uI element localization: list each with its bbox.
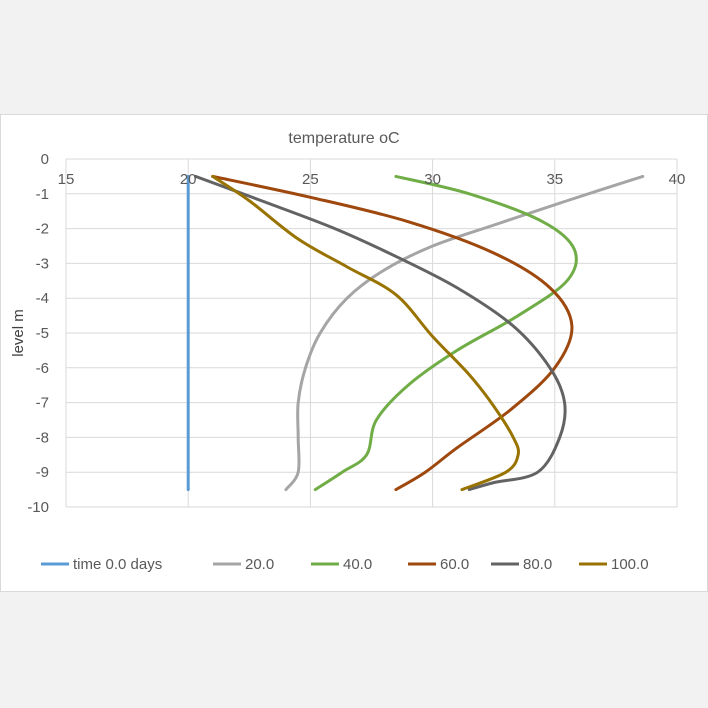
legend-label: 80.0 — [523, 556, 552, 573]
y-tick-label: -2 — [36, 221, 49, 238]
series-line-5 — [211, 174, 520, 492]
legend-label: 40.0 — [343, 556, 372, 573]
x-tick-label: 20 — [180, 171, 197, 188]
chart-frame: temperature oC level m 0 -1 -2 -3 -4 -5 -6 -7 -8… — [0, 114, 708, 592]
legend-label: 60.0 — [440, 556, 469, 573]
series-line-1 — [284, 174, 645, 492]
x-tick-label: 15 — [58, 171, 75, 188]
x-tick-label: 40 — [669, 171, 686, 188]
y-tick-label: 0 — [41, 151, 49, 168]
series-line-3 — [211, 174, 574, 492]
legend: time 0.0 days 20.0 40.0 60.0 80.0 100.0 — [41, 556, 649, 573]
y-tick-label: -1 — [36, 186, 49, 203]
x-axis-ticks: 15 20 25 30 35 40 — [58, 171, 686, 188]
legend-label: 100.0 — [611, 556, 649, 573]
y-tick-label: -5 — [36, 325, 49, 342]
x-tick-label: 35 — [546, 171, 563, 188]
series-line-4 — [194, 174, 567, 492]
x-tick-label: 30 — [424, 171, 441, 188]
legend-label: 20.0 — [245, 556, 274, 573]
y-tick-label: -9 — [36, 464, 49, 481]
y-tick-label: -8 — [36, 429, 49, 446]
y-tick-label: -7 — [36, 395, 49, 412]
y-tick-label: -10 — [27, 499, 49, 516]
series-lines — [186, 174, 645, 492]
y-tick-label: -3 — [36, 255, 49, 272]
x-tick-label: 25 — [302, 171, 319, 188]
y-axis-label: level m — [10, 309, 27, 357]
series-line-2 — [313, 174, 578, 492]
chart-title: temperature oC — [288, 130, 399, 147]
y-axis-ticks: 0 -1 -2 -3 -4 -5 -6 -7 -8 -9 -10 — [27, 151, 49, 516]
legend-label: time 0.0 days — [73, 556, 162, 573]
y-tick-label: -6 — [36, 360, 49, 377]
y-tick-label: -4 — [36, 290, 49, 307]
temperature-chart: temperature oC level m 0 -1 -2 -3 -4 -5 -6 -7 -8… — [10, 130, 686, 573]
